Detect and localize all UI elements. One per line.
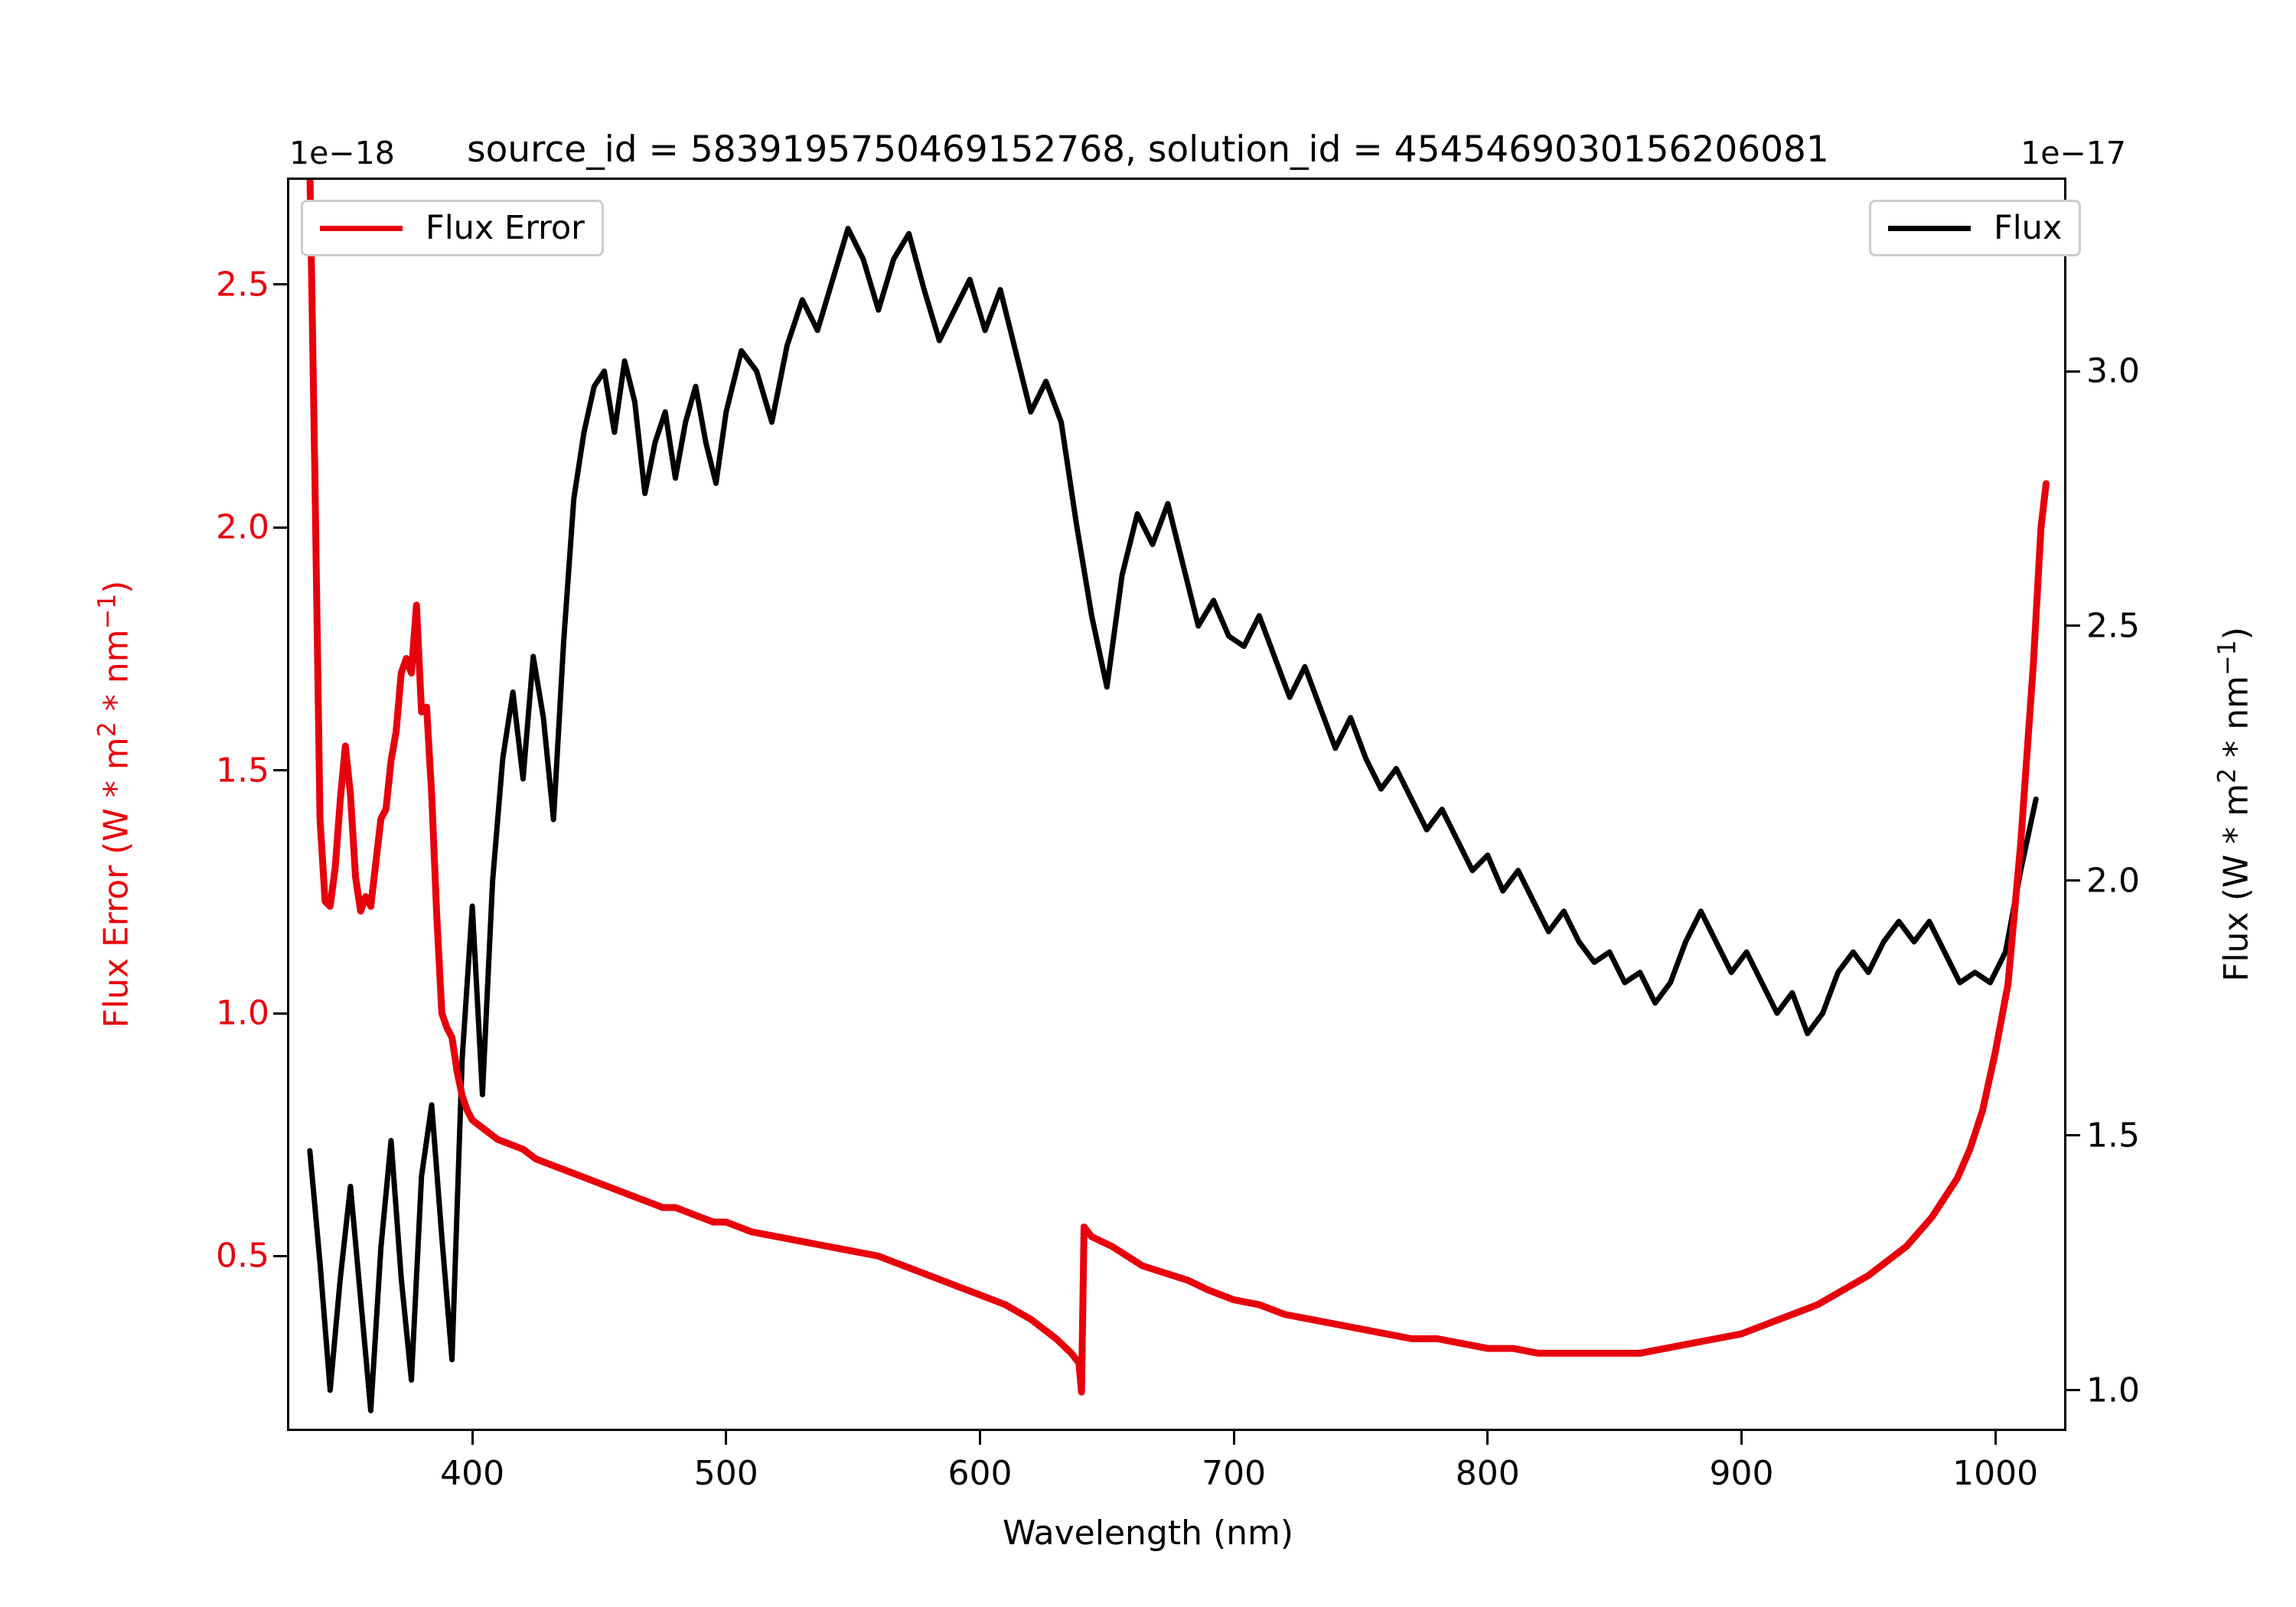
legend-flux[interactable]: Flux (1869, 200, 2082, 256)
right-y-tick-label: 1.5 (2086, 1116, 2140, 1156)
right-y-axis-label-mid: * nm (2216, 676, 2256, 768)
legend-flux-label: Flux (1994, 209, 2063, 247)
x-axis-label: Wavelength (nm) (1002, 1514, 1294, 1553)
left-axis-offset-label: 1e−18 (289, 135, 395, 171)
right-axis-offset-label: 1e−17 (2020, 135, 2126, 171)
right-y-tick-label: 3.0 (2086, 351, 2140, 391)
left-y-axis-label-mid: * nm (96, 629, 136, 722)
left-y-tick-mark (273, 526, 287, 529)
right-y-axis-label-end: ) (2216, 627, 2256, 641)
right-y-tick-label: 2.5 (2086, 606, 2140, 646)
left-y-axis-label-sup1: 2 (93, 722, 122, 738)
right-y-tick-mark (2066, 370, 2080, 373)
right-y-axis-label-sup2: −1 (2213, 640, 2242, 676)
right-y-axis-label-sup1: 2 (2213, 768, 2242, 784)
left-y-tick-mark (273, 1012, 287, 1015)
left-y-axis-label-sup2: −1 (93, 593, 122, 630)
x-tick-mark (978, 1431, 981, 1445)
right-y-axis-label: Flux (W * m2 * nm−1) (2214, 627, 2256, 982)
right-y-tick-label: 1.0 (2086, 1371, 2140, 1410)
flux-line-swatch-icon (1888, 225, 1971, 231)
x-tick-label: 900 (1709, 1454, 1774, 1493)
right-y-tick-label: 2.0 (2086, 861, 2140, 901)
x-tick-label: 700 (1202, 1454, 1267, 1493)
legend-flux-error[interactable]: Flux Error (301, 200, 604, 256)
legend-flux-error-label: Flux Error (426, 209, 585, 247)
left-y-axis-label-end: ) (96, 580, 136, 594)
x-tick-mark (1232, 1431, 1235, 1445)
left-y-tick-label: 2.0 (216, 507, 269, 547)
flux-series-path-group (307, 226, 2039, 1413)
right-y-tick-mark (2066, 879, 2080, 882)
left-y-tick-label: 1.0 (216, 993, 269, 1033)
x-tick-label: 800 (1455, 1454, 1520, 1493)
right-y-axis-label-text: Flux (W * m (2216, 783, 2256, 982)
x-tick-label: 1000 (1952, 1454, 2039, 1493)
x-tick-mark (1994, 1431, 1997, 1445)
flux-error-line-swatch-icon (320, 225, 403, 231)
left-y-axis-label: Flux Error (W * m2 * nm−1) (94, 581, 136, 1028)
x-tick-label: 500 (693, 1454, 758, 1493)
x-tick-label: 600 (947, 1454, 1013, 1493)
left-y-tick-label: 1.5 (216, 751, 269, 790)
plot-area (306, 178, 2050, 1413)
axes-frame (287, 178, 2066, 1431)
flux-error-line (306, 178, 2050, 1396)
x-tick-label: 400 (440, 1454, 505, 1493)
x-tick-mark (1486, 1431, 1489, 1445)
x-tick-mark (725, 1431, 728, 1445)
flux-error-series-path-group (306, 178, 2050, 1396)
right-y-tick-mark (2066, 1134, 2080, 1137)
left-y-tick-label: 0.5 (216, 1236, 269, 1276)
left-y-tick-mark (273, 283, 287, 286)
right-y-tick-mark (2066, 1389, 2080, 1392)
chart-title: source_id = 5839195750469152768, solutio… (467, 129, 1829, 171)
left-y-tick-mark (273, 1254, 287, 1257)
left-y-tick-mark (273, 769, 287, 772)
right-y-tick-mark (2066, 624, 2080, 627)
flux-line (307, 226, 2039, 1413)
x-tick-mark (1740, 1431, 1743, 1445)
left-y-axis-label-text: Flux Error (W * m (96, 737, 136, 1028)
left-y-tick-label: 2.5 (216, 265, 269, 305)
x-tick-mark (471, 1431, 474, 1445)
